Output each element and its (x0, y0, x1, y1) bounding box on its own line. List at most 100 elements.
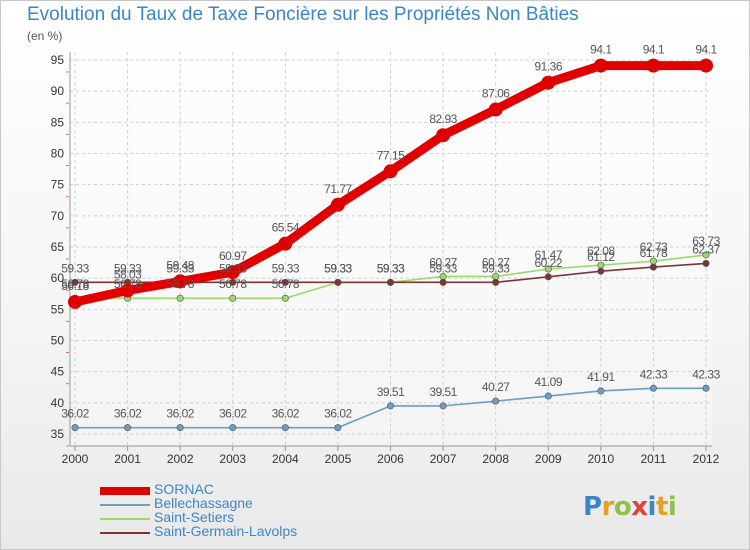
data-label: 82.93 (429, 112, 457, 126)
data-label: 42.33 (692, 367, 720, 381)
x-tick-label: 2006 (377, 452, 404, 466)
data-point (702, 251, 710, 259)
data-label: 56.78 (114, 277, 142, 291)
y-tick-label: 65 (51, 240, 65, 254)
data-label: 65.54 (272, 221, 300, 235)
logo-letter: x (631, 492, 648, 522)
data-point (386, 402, 394, 410)
data-label: 61.78 (640, 246, 668, 260)
legend-label: Saint-Germain-Lavolps (154, 523, 298, 539)
data-label: 60.27 (429, 255, 457, 269)
logo-letter: i (667, 492, 677, 522)
logo-letter: t (655, 492, 668, 522)
data-point (702, 384, 710, 392)
data-label: 36.02 (166, 407, 194, 421)
data-label: 40.27 (482, 380, 510, 394)
data-point (229, 294, 237, 302)
data-point (281, 424, 289, 432)
data-label: 36.02 (324, 407, 352, 421)
chart-title: Evolution du Taux de Taxe Foncière sur l… (27, 4, 579, 25)
data-point (281, 294, 289, 302)
data-label: 59.33 (61, 261, 89, 275)
data-point (492, 278, 500, 286)
x-tick-label: 2000 (62, 452, 89, 466)
data-point (699, 58, 713, 73)
data-point (439, 402, 447, 410)
legend-item: SORNAC (100, 481, 340, 498)
data-label: 59.33 (324, 261, 352, 275)
data-label: 59.33 (482, 261, 510, 275)
data-label: 39.51 (429, 385, 457, 399)
data-label: 60.27 (482, 255, 510, 269)
data-point (597, 267, 605, 275)
data-label: 36.02 (219, 407, 247, 421)
logo-letter: r (601, 492, 615, 522)
data-label: 42.33 (640, 367, 668, 381)
data-point (544, 265, 552, 273)
data-point (173, 274, 188, 289)
data-point (334, 278, 342, 286)
data-point (649, 384, 657, 392)
data-label: 77.15 (377, 148, 405, 162)
y-tick-label: 70 (51, 209, 65, 223)
data-label: 41.09 (534, 375, 562, 389)
x-tick-label: 2009 (535, 452, 562, 466)
data-point (544, 273, 552, 281)
y-tick-label: 75 (51, 178, 65, 192)
y-tick-label: 60 (51, 271, 65, 285)
x-tick-label: 2007 (430, 452, 457, 466)
data-point (488, 102, 503, 117)
data-point (281, 278, 289, 286)
data-point (71, 278, 79, 286)
logo-letter: i (647, 492, 657, 522)
y-tick-label: 45 (51, 365, 65, 379)
x-tick-label: 2012 (693, 452, 720, 466)
legend-label: SORNAC (154, 481, 214, 497)
data-point (71, 424, 79, 432)
data-label: 56.78 (272, 277, 300, 291)
legend-item: Bellechassagne (100, 495, 340, 512)
data-label: 36.02 (114, 407, 142, 421)
data-point (386, 278, 394, 286)
data-label: 59.33 (272, 261, 300, 275)
proxiti-logo: Proxiti (583, 492, 677, 522)
data-label: 59.48 (166, 258, 194, 272)
y-tick-label: 50 (51, 334, 65, 348)
data-point (544, 392, 552, 400)
y-tick-label: 90 (51, 84, 65, 98)
plot-area (70, 52, 712, 446)
legend-swatch (100, 504, 150, 506)
data-point (176, 294, 184, 302)
legend-label: Saint-Setiers (154, 509, 235, 525)
data-label: 62.73 (640, 240, 668, 254)
data-label: 91.36 (534, 60, 562, 74)
legend-swatch (100, 532, 150, 534)
legend-item: Saint-Germain-Lavolps (100, 523, 340, 540)
data-point (225, 265, 240, 280)
x-tick-label: 2004 (272, 452, 299, 466)
data-label: 60.97 (219, 249, 247, 263)
data-label: 63.73 (692, 234, 720, 248)
unit-label: (en %) (27, 29, 63, 43)
x-tick-label: 2005 (325, 452, 352, 466)
data-point (334, 424, 342, 432)
legend-item: Saint-Setiers (100, 509, 340, 526)
data-label: 56.78 (166, 277, 194, 291)
y-tick-label: 40 (51, 396, 65, 410)
data-label: 59.33 (429, 261, 457, 275)
data-point (278, 236, 293, 251)
x-tick-label: 2011 (641, 452, 667, 466)
x-tick-label: 2002 (167, 452, 194, 466)
data-point (436, 128, 451, 143)
data-label: 62.08 (587, 244, 615, 258)
data-label: 59.33 (377, 261, 405, 275)
data-point (120, 283, 135, 298)
data-point (597, 387, 605, 395)
data-label: 56.78 (219, 277, 247, 291)
data-label: 39.51 (377, 385, 405, 399)
data-point (702, 259, 710, 267)
data-label: 59.33 (114, 261, 142, 275)
data-point (229, 424, 237, 432)
data-point (229, 278, 237, 286)
y-tick-label: 95 (51, 53, 65, 67)
